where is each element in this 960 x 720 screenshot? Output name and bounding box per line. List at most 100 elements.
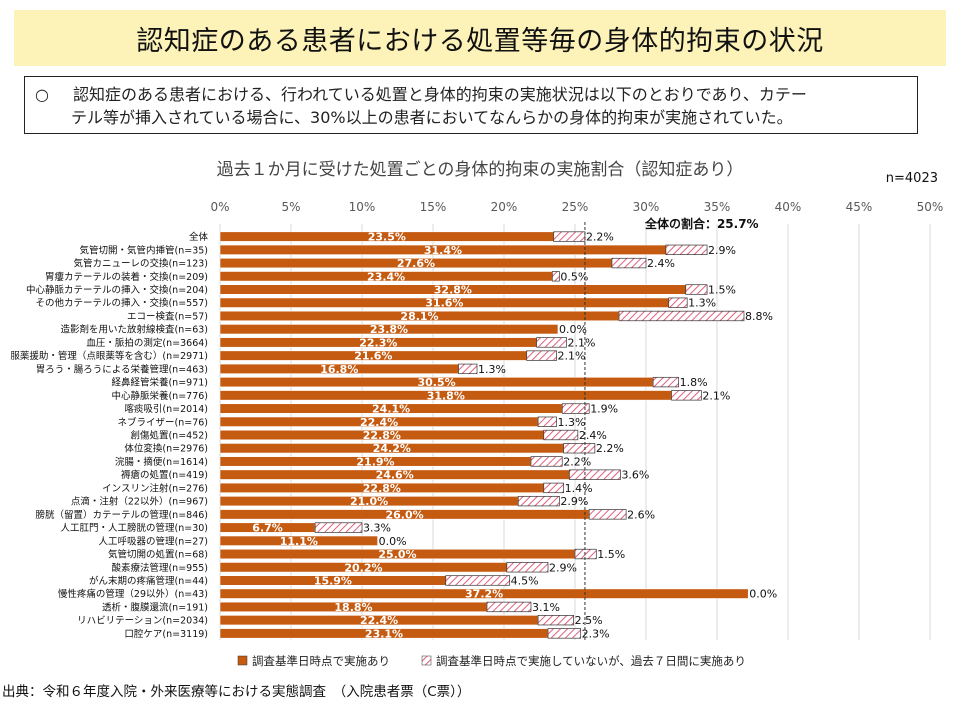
bar-past7days [458,363,478,375]
category-label: 人工呼吸器の管理(n=27) [99,535,208,547]
bar-current [219,535,378,546]
bar-current-label: 28.1% [400,310,438,323]
bar-past7days-label: 0.0% [559,323,587,336]
bar-past7days [574,548,597,560]
category-label: がん末期の疼痛管理(n=44) [89,575,208,587]
bar-past7days-label: 2.4% [647,257,675,270]
bar-past7days [611,257,647,269]
bar-current-label: 21.9% [356,455,394,468]
bar-past7days-label: 0.0% [379,535,407,548]
bar-past7days-label: 2.1% [558,350,586,363]
bar-current-label: 26.0% [386,508,424,521]
bar-past7days [685,284,708,295]
x-tick-label: 30% [633,200,660,214]
bar-current [219,588,749,599]
bar-current-label: 22.8% [363,482,401,495]
bar-past7days-label: 1.3% [688,297,716,310]
bar-current-label: 24.6% [376,469,414,482]
bar-past7days-label: 3.1% [532,601,560,614]
bar-past7days [486,601,532,613]
bar-current-label: 22.4% [360,614,398,627]
bar-past7days [530,456,563,467]
category-label: 経鼻経管栄養(n=971) [111,377,208,389]
bar-current-label: 18.8% [334,601,372,614]
page-title: 認知症のある患者における処置等毎の身体的拘束の状況 [136,25,824,57]
x-tick-label: 25% [562,200,589,214]
bar-past7days-label: 1.5% [597,548,625,561]
category-label: 胃瘻カテーテルの装着・交換(n=209) [45,271,208,283]
category-label: 服薬援助・管理（点眼薬等を含む）(n=2971) [10,350,208,362]
bar-past7days [536,337,567,348]
bar-current-label: 22.3% [359,336,397,349]
bar-past7days-label: 2.5% [575,614,603,627]
bar-past7days [561,403,590,414]
bar-current-label: 15.9% [314,574,352,587]
bar-past7days-label: 4.5% [511,574,539,587]
x-tick-label: 20% [491,200,518,214]
bar-current-label: 31.6% [425,297,463,310]
category-label: 口腔ケア(n=3119) [124,628,208,640]
bar-current-label: 30.5% [417,376,455,389]
bar-past7days [517,495,560,507]
source-note: 出典：令和６年度入院・外来医療等における実態調査 （入院患者票（C票）） [2,684,471,700]
x-tick-label: 50% [917,200,944,214]
summary-text-1: 認知症のある患者における、行われている処置と身体的拘束の実施状況は以下のとおりで… [73,85,807,104]
bar-current-label: 23.4% [367,270,405,283]
bar-past7days-label: 2.2% [563,455,591,468]
category-label: 気管切開・気管内挿管(n=35) [80,244,208,256]
category-label: 中心静脈カテーテルの挿入・交換(n=204) [26,284,208,296]
bar-current-label: 31.4% [424,244,462,257]
x-tick-label: 10% [349,200,376,214]
reference-label: 全体の割合：25.7% [644,216,759,231]
bar-past7days-label: 1.5% [708,284,736,297]
category-label: 胃ろう・腸ろうによる栄養管理(n=463) [36,363,208,375]
bar-current-label: 16.8% [320,363,358,376]
bar-past7days [445,575,511,586]
summary-line-1: ○ 認知症のある患者における、行われている処置と身体的拘束の実施状況は以下のとおり… [35,83,907,106]
x-tick-label: 0% [210,200,229,214]
bar-past7days-label: 1.8% [680,376,708,389]
category-label: 血圧・脈拍の測定(n=3664) [86,337,208,349]
legend-swatch-current [237,655,248,666]
bar-past7days-label: 1.4% [565,482,593,495]
category-label: その他カテーテルの挿入・交換(n=557) [35,297,208,309]
bar-current-label: 25.0% [378,548,416,561]
bar-past7days [671,390,702,401]
bar-past7days [543,429,579,441]
category-label: 慢性疼痛の管理（29以外）(n=43) [58,588,208,600]
bar-past7days-label: 2.1% [567,336,595,349]
bar-current [219,324,559,335]
bar-past7days [553,231,586,242]
bar-past7days [314,522,363,533]
bullet-icon: ○ [35,85,49,104]
bar-past7days [543,482,564,494]
legend-label-past7days: 調査基準日時点で実施していないが、過去７日間に実施あり [436,654,746,668]
x-tick-label: 35% [704,200,731,214]
bar-current-label: 37.2% [465,588,503,601]
bar-past7days [618,310,745,322]
bar-chart: 過去１か月に受けた処置ごとの身体的拘束の実施割合（認知症あり） n=4023 0… [10,160,944,668]
bar-past7days-label: 1.3% [478,363,506,376]
bar-current-label: 32.8% [434,284,472,297]
category-label: 酸素療法管理(n=955) [111,562,208,574]
bar-current-label: 21.0% [350,495,388,508]
x-tick-label: 45% [846,200,873,214]
bar-past7days-label: 1.3% [558,416,586,429]
bar-past7days [547,628,582,639]
category-label: エコー検査(n=57) [127,310,208,322]
legend-label-current: 調査基準日時点で実施あり [252,654,390,668]
bar-current-label: 21.6% [354,350,392,363]
category-label: リハビリテーション(n=2034) [77,616,208,627]
bar-past7days-label: 1.9% [590,403,618,416]
category-label: 浣腸・摘便(n=1614) [115,456,208,468]
bar-past7days [665,244,708,255]
bar-past7days-label: 2.6% [627,508,655,521]
bar-current-label: 24.1% [372,403,410,416]
category-label: 全体 [189,231,209,243]
bar-past7days-label: 2.4% [579,429,607,442]
x-tick-label: 15% [420,200,447,214]
summary-line-2: テル等が挿入されている場合に、30%以上の患者においてなんらかの身体的拘束が実施… [71,108,793,127]
category-label: インスリン注射(n=276) [102,482,208,494]
bar-past7days-label: 2.3% [582,627,610,640]
category-label: 気管カニューレの交換(n=123) [73,258,208,270]
